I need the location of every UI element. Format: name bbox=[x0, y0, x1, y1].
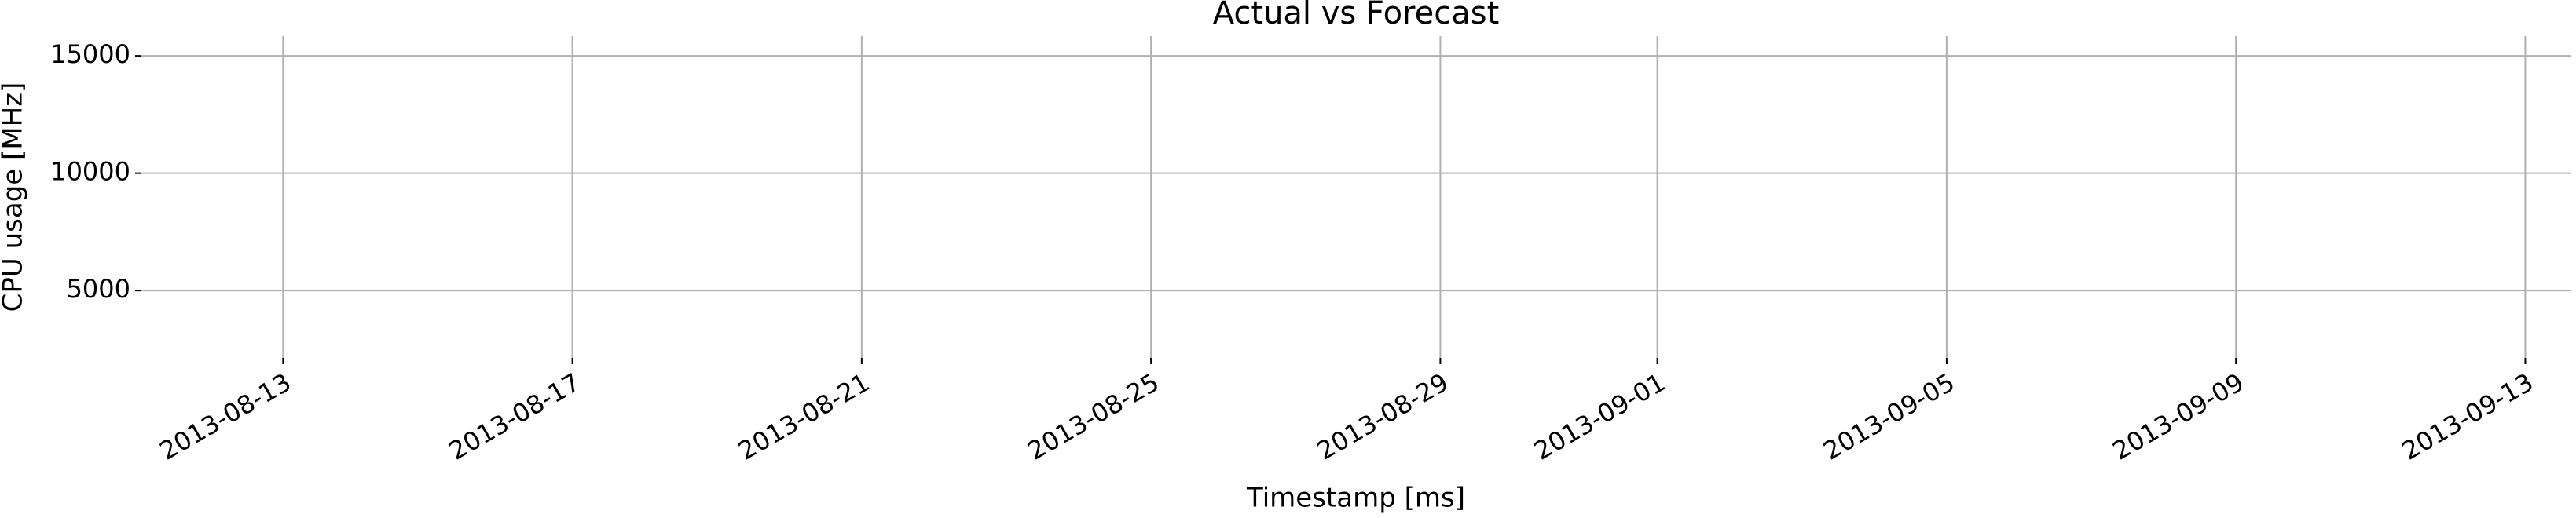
y-tick-label: 10000 bbox=[50, 157, 130, 187]
x-tick-label: 2013-09-13 bbox=[2397, 367, 2538, 466]
x-tick-label: 2013-08-13 bbox=[155, 367, 296, 466]
x-tick-label: 2013-08-25 bbox=[1023, 367, 1164, 466]
x-tick-label: 2013-08-29 bbox=[1312, 367, 1453, 466]
x-tick-label: 2013-09-01 bbox=[1529, 367, 1670, 466]
y-tick-label: 15000 bbox=[50, 39, 130, 69]
x-tick-label: 2013-08-21 bbox=[733, 367, 874, 466]
x-tick-label: 2013-09-09 bbox=[2108, 367, 2249, 466]
x-axis-label: Timestamp [ms] bbox=[1246, 483, 1465, 514]
y-tick-label: 5000 bbox=[67, 274, 130, 304]
y-axis-label: CPU usage [MHz] bbox=[0, 82, 29, 312]
x-tick-label: 2013-08-17 bbox=[444, 367, 585, 466]
chart-title: Actual vs Forecast bbox=[1213, 0, 1500, 31]
x-tick-label: 2013-09-05 bbox=[1818, 367, 1959, 466]
